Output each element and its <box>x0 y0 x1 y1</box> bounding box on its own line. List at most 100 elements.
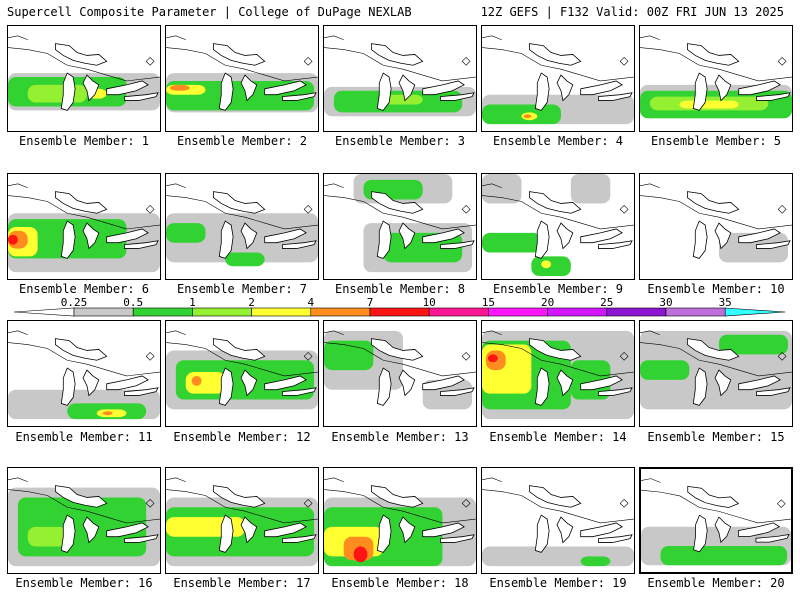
state-borders <box>482 477 634 524</box>
scp-contour <box>523 114 532 119</box>
ensemble-member-label: Ensemble Member: 10 <box>647 282 785 296</box>
state-borders <box>8 477 160 524</box>
ensemble-member-label: Ensemble Member: 15 <box>647 430 785 444</box>
scp-map <box>8 183 160 273</box>
legend-tick-label: 0.25 <box>60 296 88 309</box>
scp-contour <box>482 174 522 204</box>
ensemble-panel-19 <box>481 467 635 574</box>
scp-map <box>641 478 791 566</box>
ensemble-member-label: Ensemble Member: 3 <box>334 134 466 148</box>
state-borders <box>166 330 318 377</box>
scp-map <box>166 183 318 267</box>
great-lakes-outline <box>212 43 317 111</box>
state-borders <box>8 35 160 82</box>
ensemble-panel-15 <box>639 320 793 427</box>
state-borders <box>482 330 634 377</box>
state-borders <box>640 183 792 230</box>
legend-swatch <box>606 307 667 317</box>
scp-contour <box>660 546 788 566</box>
ensemble-panel-13 <box>323 320 477 427</box>
ensemble-panel-11 <box>7 320 161 427</box>
legend-swatch <box>488 307 548 317</box>
ensemble-member-label: Ensemble Member: 6 <box>18 282 150 296</box>
scp-map <box>482 174 634 277</box>
scp-map <box>482 477 634 567</box>
scp-contour <box>383 94 423 105</box>
scp-contour <box>27 84 87 103</box>
ensemble-panel-1 <box>7 25 161 132</box>
scp-contour <box>718 232 789 263</box>
ensemble-panel-17 <box>165 467 319 574</box>
state-borders <box>166 477 318 524</box>
ensemble-member-label: Ensemble Member: 4 <box>492 134 624 148</box>
legend-tick-label: 4 <box>307 296 315 309</box>
scp-map <box>324 330 476 410</box>
scp-contour <box>482 546 634 567</box>
ensemble-panel-4 <box>481 25 635 132</box>
state-borders <box>641 478 791 524</box>
state-borders <box>166 183 318 230</box>
legend-swatch <box>132 307 193 317</box>
great-lakes-outline <box>528 485 633 553</box>
scp-contour <box>487 354 498 363</box>
scp-contour <box>191 375 202 386</box>
legend-swatch <box>428 307 489 317</box>
legend-tick-label: 7 <box>366 296 374 309</box>
great-lakes-outline <box>370 338 475 406</box>
scp-map <box>8 330 160 420</box>
ensemble-panel-14 <box>481 320 635 427</box>
state-borders <box>324 35 476 82</box>
scp-map <box>8 477 160 567</box>
scp-map <box>482 35 634 125</box>
scp-contour <box>679 100 739 109</box>
scp-map <box>324 174 476 273</box>
state-borders <box>482 183 634 230</box>
ensemble-member-label: Ensemble Member: 18 <box>331 576 469 590</box>
scp-contour <box>324 340 374 371</box>
legend-swatch <box>724 307 786 317</box>
scp-map <box>324 477 476 567</box>
state-borders <box>324 183 476 230</box>
state-borders <box>166 35 318 82</box>
scp-contour <box>8 234 18 245</box>
scp-contour <box>640 360 690 380</box>
ensemble-member-label: Ensemble Member: 12 <box>173 430 311 444</box>
scp-map <box>8 35 160 111</box>
ensemble-member-label: Ensemble Member: 2 <box>176 134 308 148</box>
legend-swatch <box>310 307 371 317</box>
ensemble-member-label: Ensemble Member: 11 <box>15 430 153 444</box>
scp-map <box>166 477 318 567</box>
state-borders <box>324 330 476 377</box>
ensemble-panel-10 <box>639 173 793 280</box>
scp-contour <box>185 372 226 394</box>
page-title: Supercell Composite Parameter | College … <box>7 5 412 19</box>
ensemble-panel-12 <box>165 320 319 427</box>
scp-contour <box>225 252 265 267</box>
state-borders <box>8 183 160 230</box>
scp-contour <box>166 213 318 263</box>
legend-swatch <box>251 307 312 317</box>
ensemble-member-label: Ensemble Member: 9 <box>492 282 624 296</box>
state-borders <box>640 330 792 377</box>
scp-map <box>640 35 792 119</box>
ensemble-panel-9 <box>481 173 635 280</box>
ensemble-panel-20 <box>639 467 793 574</box>
ensemble-panel-2 <box>165 25 319 132</box>
legend-tick-label: 30 <box>659 296 673 309</box>
legend-tick-label: 1 <box>189 296 196 309</box>
scp-map <box>482 330 634 420</box>
great-lakes-outline <box>212 485 317 553</box>
great-lakes-outline <box>54 338 159 406</box>
legend-swatch <box>665 307 726 317</box>
legend-tick-label: 0.5 <box>123 296 144 309</box>
legend-swatch <box>369 307 430 317</box>
ensemble-panel-7 <box>165 173 319 280</box>
scp-map <box>640 330 792 410</box>
ensemble-panel-5 <box>639 25 793 132</box>
scp-contour <box>718 334 789 355</box>
state-borders <box>324 477 476 524</box>
scp-contour <box>541 260 552 269</box>
great-lakes-outline <box>370 485 475 553</box>
scp-map <box>166 330 318 410</box>
legend-tick-label: 20 <box>540 296 555 309</box>
